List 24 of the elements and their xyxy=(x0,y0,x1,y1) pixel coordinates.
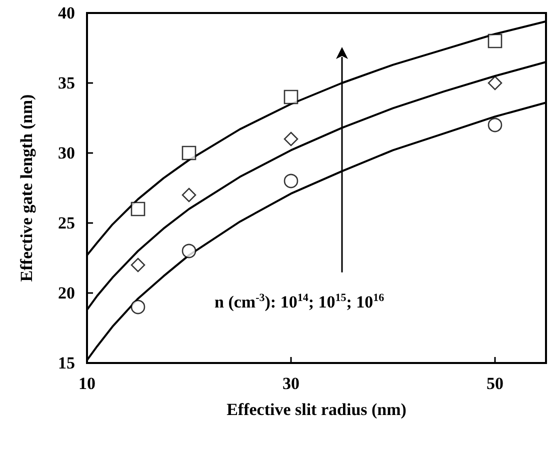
y-tick-label: 35 xyxy=(58,74,75,92)
y-tick-label: 15 xyxy=(58,354,75,372)
x-tick-label: 10 xyxy=(78,374,96,393)
point xyxy=(182,188,196,202)
point xyxy=(284,90,298,104)
x-tick-label: 50 xyxy=(486,374,504,393)
y-tick-label: 25 xyxy=(58,214,75,232)
y-tick-label: 20 xyxy=(58,284,75,302)
x-axis-title: Effective slit radius (nm) xyxy=(226,400,406,419)
annotation: n (cm$^{-3}$): 10$^{14}$; 10$^{15}$; 10$^{16}$ xyxy=(214,292,384,313)
point xyxy=(488,118,502,132)
point xyxy=(130,300,146,314)
point xyxy=(488,34,502,48)
point xyxy=(284,174,298,188)
point xyxy=(130,258,146,272)
point xyxy=(182,146,196,160)
point xyxy=(182,244,196,258)
point xyxy=(284,132,298,146)
point xyxy=(130,202,146,216)
x-tick-label: 30 xyxy=(282,374,300,393)
y-tick-label: 30 xyxy=(58,144,75,162)
y-axis-title: Effective gate length (nm) xyxy=(17,94,36,282)
y-tick-label: 40 xyxy=(58,4,75,22)
point xyxy=(488,76,502,90)
